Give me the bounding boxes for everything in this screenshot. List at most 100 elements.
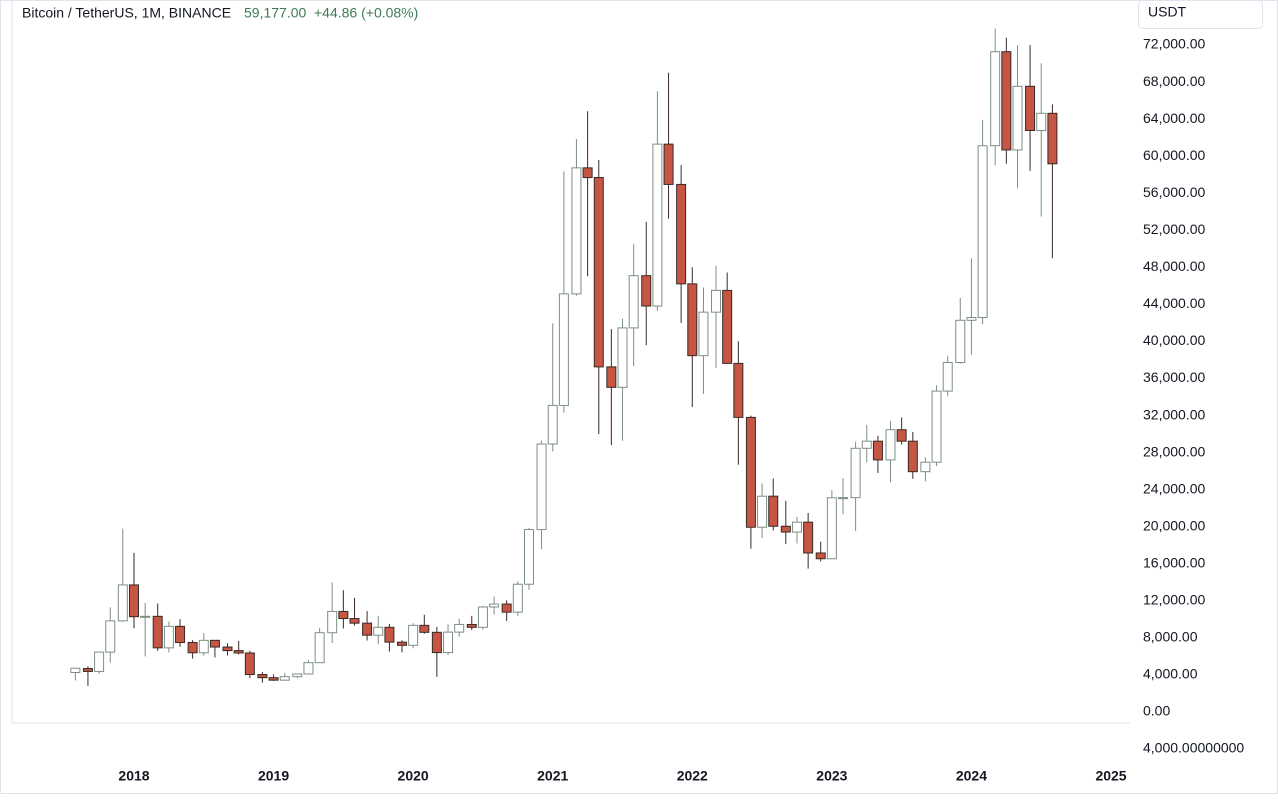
candle-body [303,662,314,675]
candle-body [501,603,512,613]
candle-body [1036,112,1047,132]
x-tick-label: 2022 [677,768,708,784]
candle-body [152,615,163,649]
candle-body [163,625,174,649]
x-tick-label: 2019 [258,768,289,784]
y-tick-label: 44,000.00 [1143,295,1205,311]
candle-body [362,622,373,636]
candle-body [117,584,128,622]
x-tick-label: 2021 [537,768,568,784]
candle-body [419,624,430,633]
y-tick-label: 24,000.00 [1143,480,1205,496]
candle-body [209,639,220,648]
candle-body [955,319,966,364]
currency[interactable]: USDT [1148,4,1187,20]
candle-body [907,440,918,473]
x-tick-label: 2018 [118,768,149,784]
candle-body [757,495,768,528]
candle-body [268,677,279,681]
y-tick-label: 28,000.00 [1143,443,1205,459]
candle-body [431,631,442,654]
candle-body [512,583,523,613]
candle-body [711,289,722,313]
candle-body [745,416,756,528]
candle-body [175,625,186,644]
candle-body [292,673,303,678]
candle-body [198,639,209,654]
x-tick-label: 2025 [1095,768,1126,784]
candle-body [885,429,896,461]
candle-body [396,641,407,646]
candle-body [931,390,942,463]
y-tick-label: 60,000.00 [1143,147,1205,163]
candle-body [477,606,488,628]
candle-body [536,443,547,531]
y-tick-label: 48,000.00 [1143,258,1205,274]
candle-body [826,497,837,560]
y-tick-label: 20,000.00 [1143,517,1205,533]
y-tick-label: 4,000.00000000 [1143,740,1244,756]
candle-body [698,311,709,357]
candle-body [722,289,733,364]
candle-body [70,667,81,674]
candle-body [628,275,639,329]
candle-body [1012,85,1023,151]
candle-body [314,632,325,664]
candle-body [187,642,198,654]
x-tick-label: 2023 [816,768,847,784]
candle-body [384,626,395,643]
y-tick-label: 16,000.00 [1143,554,1205,570]
candle-body [617,327,628,388]
candle-body [582,167,593,179]
candle-body [896,429,907,442]
candle-body [489,603,500,608]
y-tick-label: 64,000.00 [1143,110,1205,126]
candle-body [780,525,791,533]
candle-body [1025,85,1036,132]
change: +44.86 (+0.08%) [314,5,418,21]
candle-body [733,362,744,418]
candle-body [140,615,151,618]
candle-body [547,404,558,445]
candle-body [105,620,116,653]
candle-body [920,461,931,473]
candle-body [454,623,465,633]
candle-body [652,143,663,307]
currency-box[interactable] [1138,0,1263,29]
y-tick-label: 0.00 [1143,703,1170,719]
candle-body [94,651,105,672]
candle-body [966,317,977,321]
candle-body [338,610,349,620]
candle-body [815,552,826,560]
candle-body [791,521,802,533]
candle-body [443,631,454,654]
candle-body [466,623,477,628]
candle-body [606,366,617,388]
candle-body [990,51,1001,147]
candle-body [593,177,604,368]
candle-body [768,495,779,527]
candle-body [244,652,255,676]
candle-body [1001,51,1012,151]
candle-body [279,676,290,681]
candle-body [663,143,674,185]
candle-body [641,275,652,307]
candle-body [850,447,861,499]
candle-body [676,183,687,285]
candle-body [222,646,233,652]
y-tick-label: 72,000.00 [1143,36,1205,52]
candle-body [558,293,569,406]
candle-body [523,529,534,585]
candle-body [128,584,139,618]
candle-body [327,610,338,634]
candle-body [977,145,988,319]
y-tick-label: 40,000.00 [1143,332,1205,348]
candle-body [408,624,419,646]
candle-body [571,167,582,295]
y-tick-label: 12,000.00 [1143,592,1205,608]
candle-body [82,668,93,672]
candle-body [257,674,268,679]
candle-body [838,497,849,500]
